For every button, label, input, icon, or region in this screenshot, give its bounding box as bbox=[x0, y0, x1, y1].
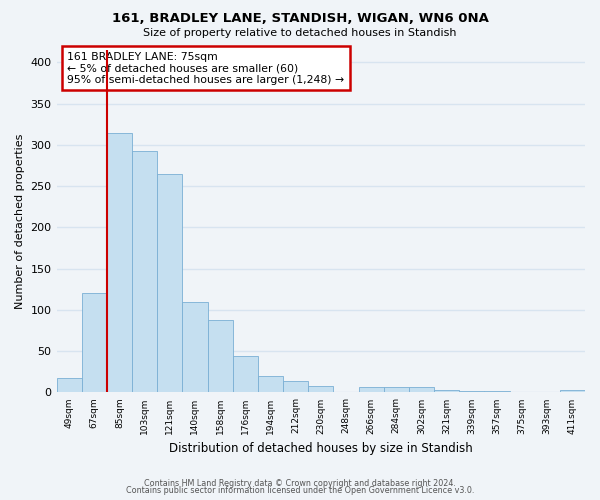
Bar bbox=[434, 390, 459, 392]
Bar bbox=[157, 174, 182, 392]
Bar bbox=[208, 320, 233, 392]
Bar bbox=[409, 388, 434, 392]
Bar bbox=[383, 388, 409, 392]
Bar bbox=[132, 150, 157, 392]
Bar bbox=[484, 391, 509, 392]
Bar bbox=[283, 381, 308, 392]
Text: 161 BRADLEY LANE: 75sqm
← 5% of detached houses are smaller (60)
95% of semi-det: 161 BRADLEY LANE: 75sqm ← 5% of detached… bbox=[67, 52, 344, 85]
Bar bbox=[182, 302, 208, 392]
Bar bbox=[359, 386, 383, 392]
Bar bbox=[308, 386, 334, 392]
Bar bbox=[82, 294, 107, 392]
Bar bbox=[107, 132, 132, 392]
Text: Contains public sector information licensed under the Open Government Licence v3: Contains public sector information licen… bbox=[126, 486, 474, 495]
Text: Size of property relative to detached houses in Standish: Size of property relative to detached ho… bbox=[143, 28, 457, 38]
Text: 161, BRADLEY LANE, STANDISH, WIGAN, WN6 0NA: 161, BRADLEY LANE, STANDISH, WIGAN, WN6 … bbox=[112, 12, 488, 26]
Bar bbox=[233, 356, 258, 393]
Bar bbox=[459, 391, 484, 392]
Bar bbox=[258, 376, 283, 392]
Bar bbox=[56, 378, 82, 392]
Bar bbox=[560, 390, 585, 392]
X-axis label: Distribution of detached houses by size in Standish: Distribution of detached houses by size … bbox=[169, 442, 473, 455]
Y-axis label: Number of detached properties: Number of detached properties bbox=[15, 134, 25, 309]
Text: Contains HM Land Registry data © Crown copyright and database right 2024.: Contains HM Land Registry data © Crown c… bbox=[144, 478, 456, 488]
